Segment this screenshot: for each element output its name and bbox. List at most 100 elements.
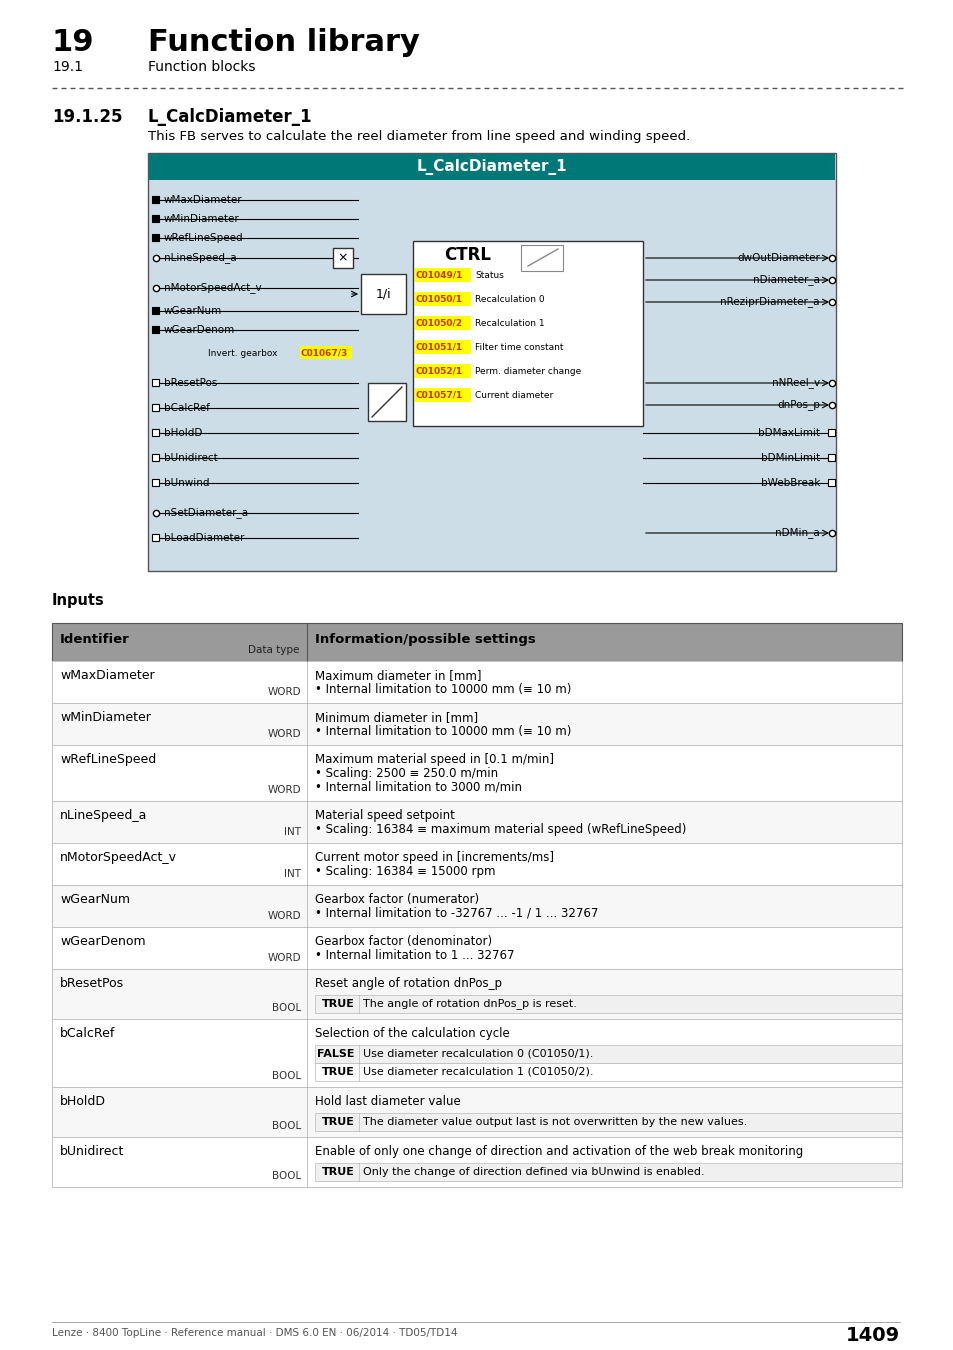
Text: nReziprDiameter_a: nReziprDiameter_a [720, 297, 820, 308]
Bar [52, 703, 901, 745]
Text: Recalculation 1: Recalculation 1 [475, 319, 544, 328]
Bar [152, 404, 159, 410]
Bar [52, 622, 901, 662]
Bar [52, 886, 901, 927]
Bar [52, 745, 901, 801]
Bar [415, 364, 471, 378]
Text: wRefLineSpeed: wRefLineSpeed [60, 753, 156, 765]
Bar [152, 196, 159, 202]
Text: • Scaling: 2500 ≡ 250.0 m/min: • Scaling: 2500 ≡ 250.0 m/min [314, 767, 497, 780]
Text: Information/possible settings: Information/possible settings [314, 633, 536, 647]
Text: • Internal limitation to 1 ... 32767: • Internal limitation to 1 ... 32767 [314, 949, 514, 963]
Bar [152, 535, 159, 541]
Text: FALSE: FALSE [317, 1049, 355, 1058]
Bar [52, 1019, 901, 1087]
Text: bCalcRef: bCalcRef [60, 1027, 115, 1040]
Text: C01051/1: C01051/1 [416, 343, 462, 351]
Text: TRUE: TRUE [322, 1116, 355, 1127]
Text: Function library: Function library [148, 28, 419, 57]
Text: WORD: WORD [267, 687, 301, 697]
Bar [152, 479, 159, 486]
Text: bResetPos: bResetPos [60, 977, 124, 990]
Text: Enable of only one change of direction and activation of the web break monitorin: Enable of only one change of direction a… [314, 1145, 802, 1158]
Text: bHoldD: bHoldD [164, 428, 202, 437]
Text: bWebBreak: bWebBreak [760, 478, 820, 487]
Text: dnPos_p: dnPos_p [777, 400, 820, 410]
Text: Maximum diameter in [mm]: Maximum diameter in [mm] [314, 670, 481, 682]
Text: bLoadDiameter: bLoadDiameter [164, 533, 244, 543]
Text: bUnidirect: bUnidirect [164, 454, 217, 463]
Bar [52, 842, 901, 886]
Text: The diameter value output last is not overwritten by the new values.: The diameter value output last is not ov… [363, 1116, 746, 1127]
Bar [827, 454, 834, 460]
Bar [52, 969, 901, 1019]
Bar [52, 886, 901, 927]
Text: L_CalcDiameter_1: L_CalcDiameter_1 [148, 108, 313, 126]
Text: INT: INT [284, 828, 301, 837]
Bar [52, 703, 901, 745]
Bar [827, 479, 834, 486]
Text: 19.1.25: 19.1.25 [52, 108, 122, 126]
Bar [413, 242, 642, 427]
Bar [314, 1162, 901, 1181]
Text: • Scaling: 16384 ≡ maximum material speed (wRefLineSpeed): • Scaling: 16384 ≡ maximum material spee… [314, 824, 685, 836]
Text: Current diameter: Current diameter [475, 390, 553, 400]
Text: bDMaxLimit: bDMaxLimit [758, 428, 820, 437]
Text: Data type: Data type [248, 645, 298, 655]
Bar [52, 927, 901, 969]
Text: BOOL: BOOL [272, 1071, 301, 1081]
Text: C01050/2: C01050/2 [416, 319, 462, 328]
Text: Gearbox factor (denominator): Gearbox factor (denominator) [314, 936, 492, 948]
Text: Identifier: Identifier [60, 633, 130, 647]
Text: 1/i: 1/i [375, 288, 391, 301]
Text: wGearNum: wGearNum [164, 306, 222, 316]
Text: TRUE: TRUE [322, 1066, 355, 1077]
Text: L_CalcDiameter_1: L_CalcDiameter_1 [416, 159, 567, 176]
Text: 19.1: 19.1 [52, 59, 83, 74]
Text: Reset angle of rotation dnPos_p: Reset angle of rotation dnPos_p [314, 977, 501, 990]
Text: • Internal limitation to 10000 mm (≡ 10 m): • Internal limitation to 10000 mm (≡ 10 … [314, 725, 571, 738]
Text: wRefLineSpeed: wRefLineSpeed [164, 234, 243, 243]
Text: • Internal limitation to -32767 ... -1 / 1 ... 32767: • Internal limitation to -32767 ... -1 /… [314, 907, 598, 919]
Text: WORD: WORD [267, 729, 301, 738]
Bar [314, 1045, 901, 1062]
Bar [52, 927, 901, 969]
Text: Current motor speed in [increments/ms]: Current motor speed in [increments/ms] [314, 850, 554, 864]
Bar [52, 1087, 901, 1137]
Bar [415, 269, 471, 282]
Bar [52, 801, 901, 842]
Text: This FB serves to calculate the reel diameter from line speed and winding speed.: This FB serves to calculate the reel dia… [148, 130, 690, 143]
Text: • Internal limitation to 3000 m/min: • Internal limitation to 3000 m/min [314, 782, 521, 794]
Text: WORD: WORD [267, 953, 301, 963]
Bar [52, 1087, 901, 1137]
Bar [152, 215, 159, 221]
Text: BOOL: BOOL [272, 1170, 301, 1181]
Bar [52, 801, 901, 842]
Text: wMaxDiameter: wMaxDiameter [164, 194, 242, 205]
Text: Filter time constant: Filter time constant [475, 343, 563, 351]
Bar [52, 1137, 901, 1187]
Bar [415, 292, 471, 306]
Bar [52, 662, 901, 703]
Text: Use diameter recalculation 0 (C01050/1).: Use diameter recalculation 0 (C01050/1). [363, 1049, 593, 1058]
Bar [520, 244, 562, 271]
Text: nLineSpeed_a: nLineSpeed_a [60, 809, 147, 822]
Text: WORD: WORD [267, 784, 301, 795]
Bar [149, 154, 834, 180]
Text: The angle of rotation dnPos_p is reset.: The angle of rotation dnPos_p is reset. [363, 999, 577, 1010]
Text: Hold last diameter value: Hold last diameter value [314, 1095, 460, 1108]
Text: • Internal limitation to 10000 mm (≡ 10 m): • Internal limitation to 10000 mm (≡ 10 … [314, 683, 571, 697]
Text: ×: × [337, 251, 348, 265]
Text: 19: 19 [52, 28, 94, 57]
Text: dwOutDiameter: dwOutDiameter [737, 252, 820, 263]
Bar [415, 340, 471, 354]
Bar [360, 274, 406, 315]
Bar [148, 153, 835, 571]
Text: Perm. diameter change: Perm. diameter change [475, 366, 580, 375]
Text: WORD: WORD [267, 911, 301, 921]
Text: Function blocks: Function blocks [148, 59, 255, 74]
Bar [152, 325, 159, 333]
Text: nLineSpeed_a: nLineSpeed_a [164, 252, 236, 263]
Bar [333, 248, 353, 269]
Text: bUnwind: bUnwind [164, 478, 210, 487]
